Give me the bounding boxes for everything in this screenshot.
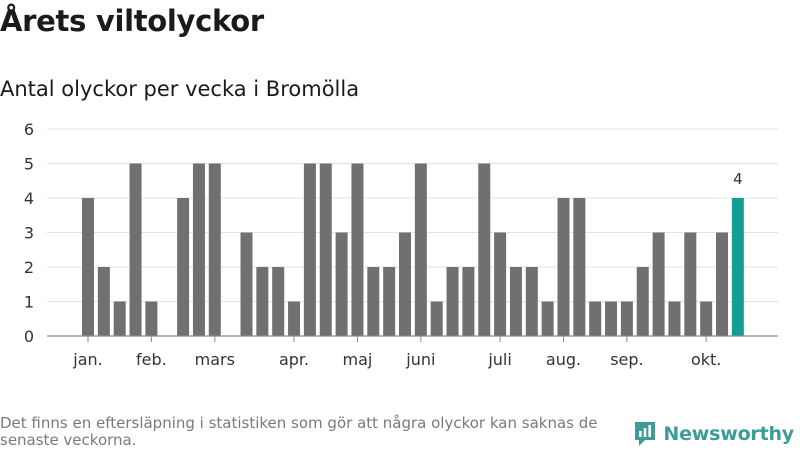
bar bbox=[113, 301, 126, 336]
bars bbox=[82, 163, 744, 336]
bar bbox=[525, 267, 538, 336]
y-tick-label: 4 bbox=[24, 189, 34, 208]
bar bbox=[430, 301, 443, 336]
bar bbox=[240, 232, 253, 336]
bar bbox=[351, 163, 364, 336]
x-axis: jan. feb. mars apr. maj juni juli aug. sep. okt. bbox=[47, 335, 778, 369]
y-tick-label: 1 bbox=[24, 293, 34, 312]
y-axis-tick-labels: 0 1 2 3 4 5 6 bbox=[24, 120, 34, 346]
y-tick-label: 2 bbox=[24, 258, 34, 277]
bar bbox=[129, 163, 142, 336]
bar bbox=[668, 301, 681, 336]
footnote: Det finns en eftersläpning i statistiken… bbox=[0, 414, 598, 449]
x-tick-label: sep. bbox=[610, 350, 643, 369]
bar bbox=[652, 232, 665, 336]
bar bbox=[716, 232, 728, 336]
x-tick-label: okt. bbox=[691, 350, 721, 369]
y-tick-label: 5 bbox=[24, 155, 34, 174]
bar bbox=[494, 232, 507, 336]
bar bbox=[605, 301, 618, 336]
bar bbox=[383, 267, 396, 336]
bar bbox=[700, 301, 713, 336]
bar bbox=[557, 198, 570, 336]
bar bbox=[335, 232, 348, 336]
bar bbox=[399, 232, 411, 336]
newsworthy-logo-icon bbox=[635, 422, 656, 446]
bar bbox=[684, 232, 697, 336]
grid-lines bbox=[47, 128, 778, 302]
chart-title: Årets viltolyckor bbox=[0, 4, 264, 38]
brand-name: Newsworthy bbox=[663, 423, 794, 445]
bar bbox=[256, 267, 269, 336]
bar bbox=[288, 301, 301, 336]
bar bbox=[509, 267, 522, 336]
bar bbox=[589, 301, 602, 336]
x-tick-label: feb. bbox=[136, 350, 167, 369]
bar bbox=[478, 163, 491, 336]
bar bbox=[192, 163, 205, 336]
bar bbox=[82, 198, 94, 336]
bar bbox=[208, 163, 221, 336]
data-labels: 4 bbox=[733, 170, 743, 188]
x-tick-label: mars bbox=[195, 350, 235, 369]
x-tick-label: juli bbox=[487, 350, 511, 369]
bar bbox=[97, 267, 110, 336]
highlight-data-label: 4 bbox=[733, 170, 743, 188]
bar bbox=[636, 267, 649, 336]
bar bbox=[319, 163, 332, 336]
x-tick-label: apr. bbox=[279, 350, 309, 369]
chart-subtitle: Antal olyckor per vecka i Bromölla bbox=[0, 77, 360, 101]
bar bbox=[303, 163, 316, 336]
bar bbox=[414, 163, 427, 336]
brand-logo: Newsworthy bbox=[633, 420, 794, 448]
bar bbox=[145, 301, 158, 336]
bar bbox=[446, 267, 459, 336]
bar bbox=[177, 198, 190, 336]
bar-chart: 0 1 2 3 4 5 6 jan. feb. mars apr. maj juni juli aug. s… bbox=[24, 120, 778, 369]
x-tick-label: aug. bbox=[546, 350, 581, 369]
x-tick-label: maj bbox=[343, 350, 373, 369]
y-tick-label: 6 bbox=[24, 120, 34, 139]
x-tick-label: jan. bbox=[72, 350, 102, 369]
bar bbox=[367, 267, 380, 336]
bar bbox=[620, 301, 633, 336]
y-tick-label: 0 bbox=[24, 327, 34, 346]
bar bbox=[541, 301, 554, 336]
bar bbox=[573, 198, 586, 336]
bar bbox=[462, 267, 475, 336]
y-tick-label: 3 bbox=[24, 224, 34, 243]
bar bbox=[272, 267, 285, 336]
x-tick-label: juni bbox=[405, 350, 435, 369]
bar-highlight bbox=[731, 198, 744, 336]
